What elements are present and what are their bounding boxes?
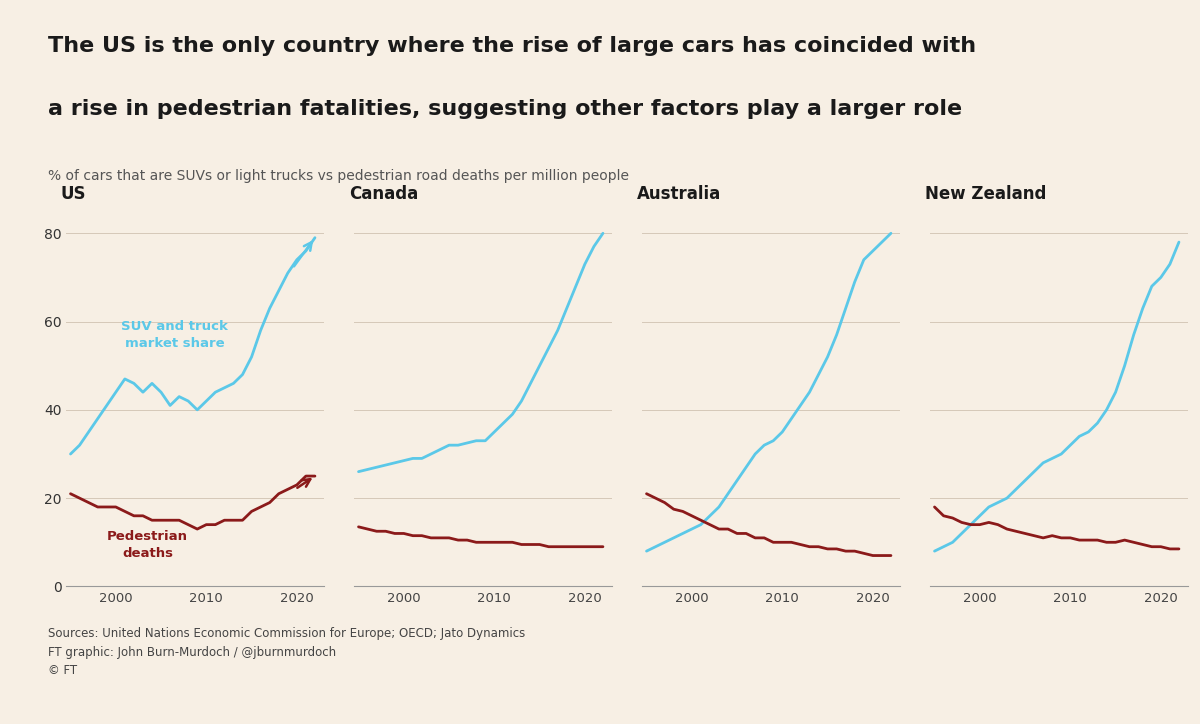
Text: New Zealand: New Zealand — [925, 185, 1046, 203]
Text: a rise in pedestrian fatalities, suggesting other factors play a larger role: a rise in pedestrian fatalities, suggest… — [48, 99, 962, 119]
Text: Australia: Australia — [637, 185, 721, 203]
Text: Canada: Canada — [349, 185, 418, 203]
Text: The US is the only country where the rise of large cars has coincided with: The US is the only country where the ris… — [48, 36, 976, 56]
Text: Pedestrian
deaths: Pedestrian deaths — [107, 529, 188, 560]
Text: SUV and truck
market share: SUV and truck market share — [121, 320, 228, 350]
Text: Sources: United Nations Economic Commission for Europe; OECD; Jato Dynamics
FT g: Sources: United Nations Economic Commiss… — [48, 627, 526, 678]
Text: % of cars that are SUVs or light trucks vs pedestrian road deaths per million pe: % of cars that are SUVs or light trucks … — [48, 169, 629, 183]
Text: US: US — [61, 185, 86, 203]
